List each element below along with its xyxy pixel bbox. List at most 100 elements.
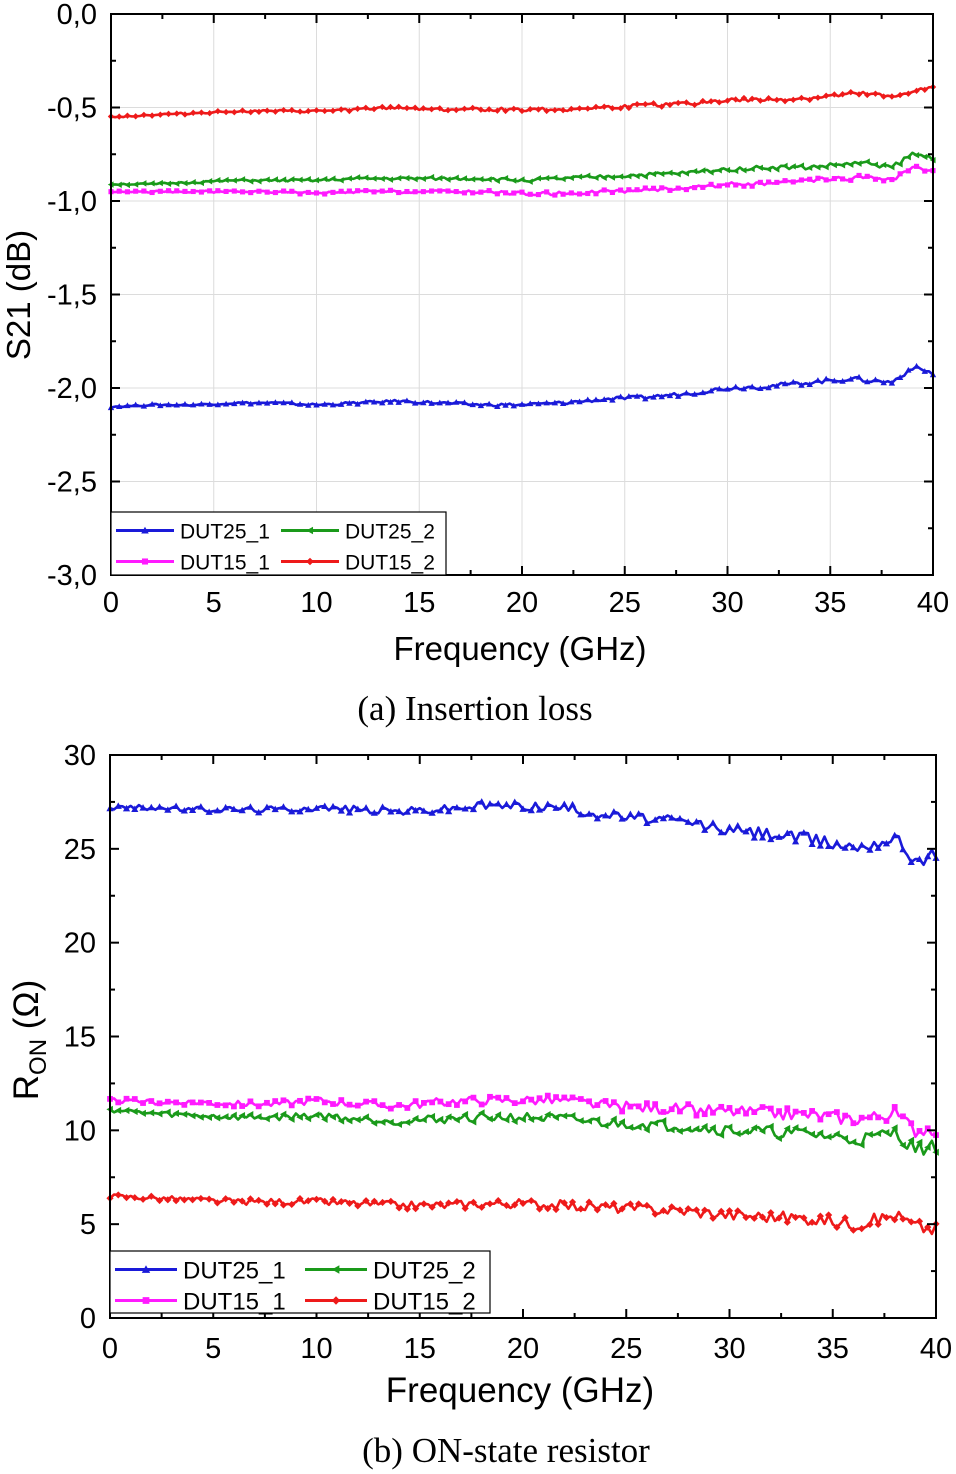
- data-point: [659, 814, 668, 822]
- data-point: [139, 804, 147, 811]
- data-point: [239, 189, 246, 195]
- x-tick-label: 5: [205, 1333, 221, 1365]
- data-point: [412, 1114, 419, 1123]
- data-point: [280, 106, 287, 114]
- data-point: [617, 393, 624, 400]
- data-point: [707, 169, 714, 176]
- legend-marker: [331, 1296, 341, 1305]
- data-point: [436, 1200, 444, 1208]
- y-tick-label: -2,0: [47, 373, 97, 405]
- data-point: [757, 179, 763, 185]
- data-point: [207, 188, 213, 194]
- legend-box: [109, 1250, 491, 1314]
- data-point: [847, 375, 854, 382]
- data-point: [518, 176, 525, 183]
- data-point: [173, 110, 180, 117]
- data-point: [666, 392, 674, 399]
- data-point: [684, 1205, 692, 1213]
- data-point: [773, 166, 780, 173]
- data-point: [709, 1214, 717, 1222]
- data-point: [272, 1098, 279, 1104]
- data-point: [560, 1199, 568, 1207]
- x-tick-label: 30: [711, 587, 743, 619]
- data-point: [758, 834, 767, 841]
- data-point: [248, 190, 254, 196]
- data-point: [345, 1199, 354, 1207]
- legend-item-dut15-1: DUT15_1: [116, 552, 270, 575]
- legend-label: DUT15_2: [345, 552, 435, 575]
- data-point: [157, 402, 164, 409]
- data-point: [732, 96, 739, 103]
- data-point: [643, 1126, 650, 1134]
- data-point: [395, 103, 402, 110]
- data-point: [263, 176, 270, 183]
- data-point: [899, 1215, 907, 1223]
- data-point: [255, 399, 263, 406]
- data-point: [725, 1123, 733, 1131]
- data-point: [478, 798, 486, 805]
- data-point: [584, 396, 591, 403]
- data-point: [684, 1125, 692, 1133]
- data-point: [370, 1119, 378, 1127]
- data-point: [148, 180, 155, 187]
- data-point: [774, 179, 780, 185]
- data-point: [511, 1100, 518, 1107]
- data-point: [718, 1103, 725, 1110]
- data-point: [913, 87, 920, 95]
- data-point: [213, 806, 221, 814]
- data-point: [782, 178, 788, 184]
- data-point: [329, 1113, 336, 1121]
- x-axis-label: Frequency (GHz): [386, 1371, 654, 1410]
- data-point: [114, 1106, 122, 1115]
- data-point: [891, 1124, 898, 1132]
- data-point: [642, 395, 649, 402]
- data-point: [116, 403, 123, 409]
- data-point: [214, 107, 222, 115]
- data-point: [766, 179, 772, 185]
- data-point: [238, 806, 246, 814]
- data-point: [429, 1099, 436, 1106]
- data-point: [133, 188, 139, 194]
- data-point: [618, 187, 624, 193]
- data-point: [444, 107, 452, 114]
- data-point: [123, 1095, 130, 1102]
- data-point: [907, 1218, 915, 1226]
- data-point: [140, 1100, 146, 1106]
- data-point: [742, 1128, 749, 1136]
- data-point: [147, 1192, 155, 1200]
- data-point: [230, 805, 238, 813]
- data-point: [494, 177, 500, 185]
- data-point: [502, 1201, 511, 1209]
- data-point: [122, 804, 131, 812]
- data-point: [808, 840, 816, 848]
- data-point: [411, 104, 419, 111]
- data-point: [924, 1223, 932, 1231]
- data-series: [106, 798, 940, 1236]
- data-point: [288, 1200, 296, 1209]
- data-point: [544, 189, 550, 195]
- data-point: [790, 378, 797, 385]
- data-point: [568, 105, 575, 113]
- data-point: [732, 167, 739, 175]
- data-point: [288, 807, 296, 815]
- data-point: [808, 1130, 815, 1138]
- data-point: [867, 1114, 873, 1121]
- data-point: [900, 1113, 906, 1120]
- data-point: [321, 1099, 328, 1106]
- y-tick-label: -1,0: [47, 186, 97, 218]
- data-point: [822, 164, 829, 171]
- data-point: [206, 109, 213, 117]
- data-point: [536, 1095, 543, 1102]
- y-axis-label-sub: ON: [25, 1039, 52, 1075]
- data-point: [453, 1198, 461, 1206]
- data-point: [610, 1199, 618, 1208]
- data-point: [905, 168, 911, 174]
- data-point: [155, 803, 164, 810]
- data-point: [617, 173, 624, 180]
- data-point: [790, 179, 796, 185]
- data-point: [321, 1197, 329, 1205]
- data-point: [643, 819, 651, 826]
- data-point: [905, 366, 912, 373]
- data-point: [800, 829, 808, 836]
- data-point: [560, 800, 568, 807]
